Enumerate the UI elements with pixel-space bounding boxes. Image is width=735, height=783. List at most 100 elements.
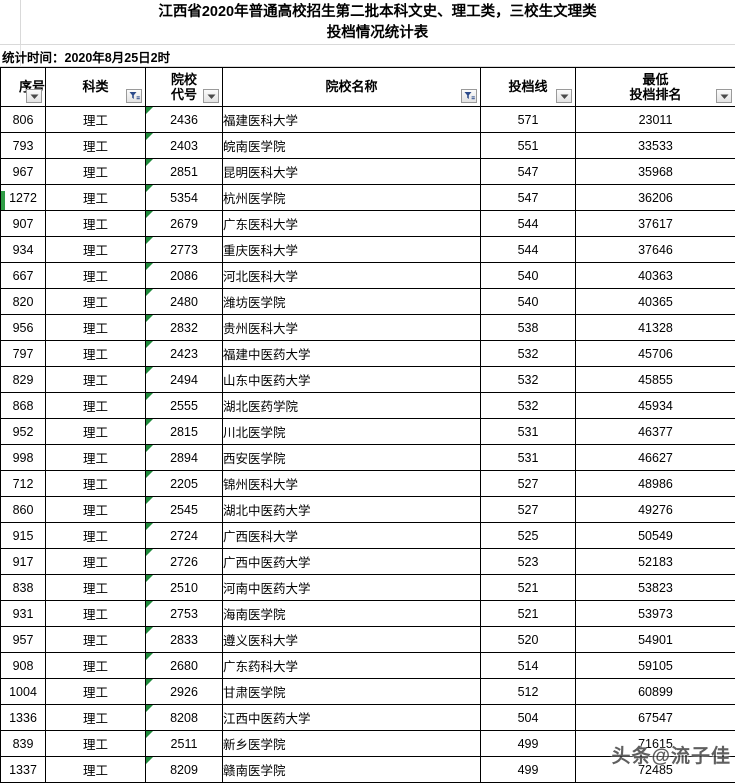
cell-lowest-rank[interactable]: 53973 xyxy=(576,601,735,627)
cell-seq[interactable]: 1337 xyxy=(1,757,46,783)
cell-school-name[interactable]: 福建医科大学 xyxy=(223,107,481,133)
cell-lowest-rank[interactable]: 67547 xyxy=(576,705,735,731)
cell-cutoff-score[interactable]: 512 xyxy=(481,679,576,705)
cell-cutoff-score[interactable]: 532 xyxy=(481,393,576,419)
cell-school-code[interactable]: 2205 xyxy=(146,471,223,497)
cell-seq[interactable]: 838 xyxy=(1,575,46,601)
cell-seq[interactable]: 797 xyxy=(1,341,46,367)
cell-cutoff-score[interactable]: 520 xyxy=(481,627,576,653)
cell-category[interactable]: 理工 xyxy=(46,367,146,393)
cell-category[interactable]: 理工 xyxy=(46,653,146,679)
cell-lowest-rank[interactable]: 33533 xyxy=(576,133,735,159)
cell-school-code[interactable]: 2726 xyxy=(146,549,223,575)
filter-button-category-active[interactable] xyxy=(126,89,142,103)
cell-cutoff-score[interactable]: 527 xyxy=(481,471,576,497)
cell-school-code[interactable]: 2086 xyxy=(146,263,223,289)
cell-school-code[interactable]: 8209 xyxy=(146,757,223,783)
cell-school-code[interactable]: 2480 xyxy=(146,289,223,315)
cell-cutoff-score[interactable]: 523 xyxy=(481,549,576,575)
filter-button-cutoff-score[interactable] xyxy=(556,89,572,103)
cell-school-code[interactable]: 2833 xyxy=(146,627,223,653)
cell-lowest-rank[interactable]: 46377 xyxy=(576,419,735,445)
cell-category[interactable]: 理工 xyxy=(46,393,146,419)
cell-category[interactable]: 理工 xyxy=(46,107,146,133)
cell-category[interactable]: 理工 xyxy=(46,705,146,731)
cell-school-code[interactable]: 2555 xyxy=(146,393,223,419)
cell-lowest-rank[interactable]: 45934 xyxy=(576,393,735,419)
cell-lowest-rank[interactable]: 37646 xyxy=(576,237,735,263)
filter-button-school-code[interactable] xyxy=(203,89,219,103)
cell-cutoff-score[interactable]: 521 xyxy=(481,575,576,601)
cell-seq[interactable]: 667 xyxy=(1,263,46,289)
cell-lowest-rank[interactable]: 45706 xyxy=(576,341,735,367)
cell-category[interactable]: 理工 xyxy=(46,159,146,185)
cell-seq[interactable]: 957 xyxy=(1,627,46,653)
cell-seq[interactable]: 806 xyxy=(1,107,46,133)
cell-lowest-rank[interactable]: 71615 xyxy=(576,731,735,757)
column-header-school-name[interactable]: 院校名称 xyxy=(223,68,481,107)
cell-seq[interactable]: 839 xyxy=(1,731,46,757)
cell-school-name[interactable]: 山东中医药大学 xyxy=(223,367,481,393)
cell-lowest-rank[interactable]: 59105 xyxy=(576,653,735,679)
cell-category[interactable]: 理工 xyxy=(46,289,146,315)
cell-school-name[interactable]: 湖北中医药大学 xyxy=(223,497,481,523)
cell-school-code[interactable]: 2511 xyxy=(146,731,223,757)
cell-cutoff-score[interactable]: 544 xyxy=(481,211,576,237)
cell-school-code[interactable]: 2753 xyxy=(146,601,223,627)
cell-category[interactable]: 理工 xyxy=(46,627,146,653)
cell-school-name[interactable]: 海南医学院 xyxy=(223,601,481,627)
filter-button-school-name-active[interactable] xyxy=(461,89,477,103)
cell-cutoff-score[interactable]: 527 xyxy=(481,497,576,523)
cell-school-name[interactable]: 江西中医药大学 xyxy=(223,705,481,731)
cell-lowest-rank[interactable]: 50549 xyxy=(576,523,735,549)
cell-school-name[interactable]: 湖北医药学院 xyxy=(223,393,481,419)
cell-lowest-rank[interactable]: 45855 xyxy=(576,367,735,393)
cell-school-name[interactable]: 重庆医科大学 xyxy=(223,237,481,263)
cell-school-name[interactable]: 河北医科大学 xyxy=(223,263,481,289)
filter-button-seq[interactable] xyxy=(26,89,42,103)
cell-cutoff-score[interactable]: 571 xyxy=(481,107,576,133)
cell-school-code[interactable]: 2680 xyxy=(146,653,223,679)
cell-category[interactable]: 理工 xyxy=(46,263,146,289)
cell-cutoff-score[interactable]: 540 xyxy=(481,263,576,289)
cell-lowest-rank[interactable]: 35968 xyxy=(576,159,735,185)
cell-school-name[interactable]: 川北医学院 xyxy=(223,419,481,445)
cell-category[interactable]: 理工 xyxy=(46,211,146,237)
cell-school-code[interactable]: 5354 xyxy=(146,185,223,211)
cell-cutoff-score[interactable]: 531 xyxy=(481,445,576,471)
cell-lowest-rank[interactable]: 49276 xyxy=(576,497,735,523)
cell-seq[interactable]: 1004 xyxy=(1,679,46,705)
cell-school-name[interactable]: 锦州医科大学 xyxy=(223,471,481,497)
cell-school-code[interactable]: 2773 xyxy=(146,237,223,263)
cell-seq[interactable]: 860 xyxy=(1,497,46,523)
cell-category[interactable]: 理工 xyxy=(46,575,146,601)
cell-school-name[interactable]: 西安医学院 xyxy=(223,445,481,471)
cell-school-code[interactable]: 2545 xyxy=(146,497,223,523)
cell-seq[interactable]: 712 xyxy=(1,471,46,497)
cell-seq[interactable]: 931 xyxy=(1,601,46,627)
cell-school-name[interactable]: 杭州医学院 xyxy=(223,185,481,211)
cell-category[interactable]: 理工 xyxy=(46,757,146,783)
cell-category[interactable]: 理工 xyxy=(46,341,146,367)
cell-seq[interactable]: 967 xyxy=(1,159,46,185)
cell-cutoff-score[interactable]: 547 xyxy=(481,185,576,211)
cell-school-code[interactable]: 2436 xyxy=(146,107,223,133)
cell-cutoff-score[interactable]: 504 xyxy=(481,705,576,731)
cell-category[interactable]: 理工 xyxy=(46,133,146,159)
